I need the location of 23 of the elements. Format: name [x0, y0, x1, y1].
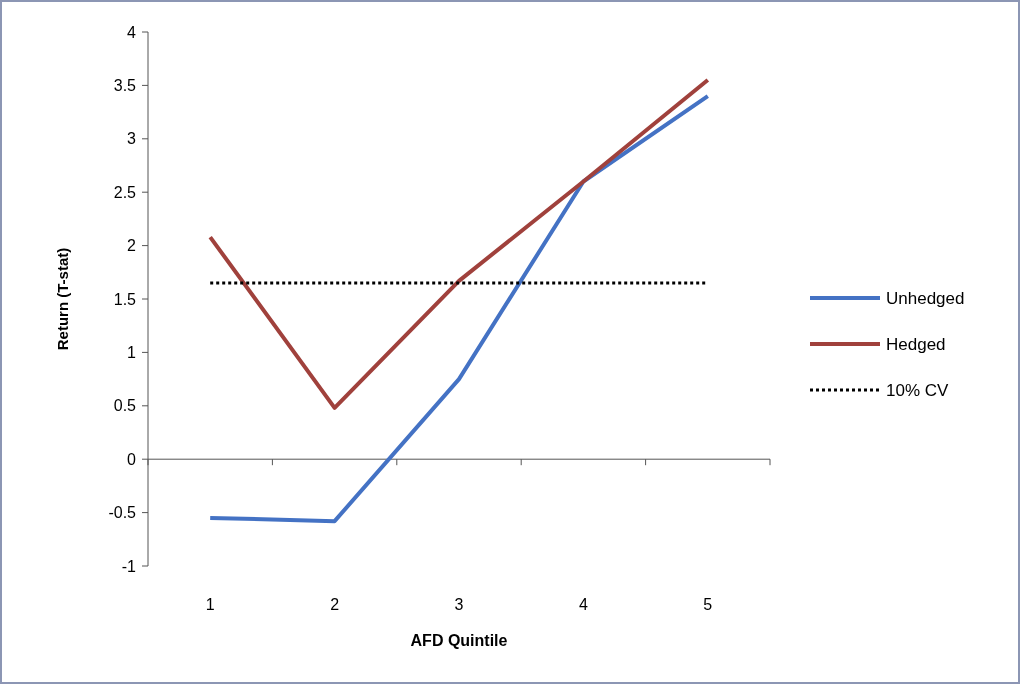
x-tick-label: 4: [578, 596, 588, 613]
x-tick-label: 3: [454, 596, 464, 613]
y-axis-title: Return (T-stat): [54, 247, 71, 351]
y-tick-label: -0.5: [108, 504, 137, 522]
y-tick-label: 0.5: [113, 397, 137, 415]
x-tick-label: 2: [330, 596, 340, 613]
y-tick-label: 1.5: [113, 290, 137, 308]
line-series: [208, 94, 710, 524]
x-tick-label: 1: [205, 596, 215, 613]
y-tick-label: -1: [121, 557, 137, 575]
y-tick-label: 1: [127, 344, 137, 361]
x-tick-label: 5: [703, 596, 713, 613]
y-tick-label: 4: [127, 23, 137, 41]
legend-label: Hedged: [886, 334, 946, 354]
y-tick-label: 3: [127, 130, 137, 148]
line-series: [208, 78, 710, 410]
y-tick-label: 2: [127, 237, 137, 255]
legend-label: Unhedged: [886, 288, 965, 308]
y-tick-label: 3.5: [113, 77, 137, 94]
y-tick-label: 2.5: [113, 183, 137, 201]
x-axis-title: AFD Quintile: [410, 632, 508, 649]
legend-label: 10% CV: [886, 380, 950, 400]
y-tick-label: 0: [127, 450, 137, 468]
